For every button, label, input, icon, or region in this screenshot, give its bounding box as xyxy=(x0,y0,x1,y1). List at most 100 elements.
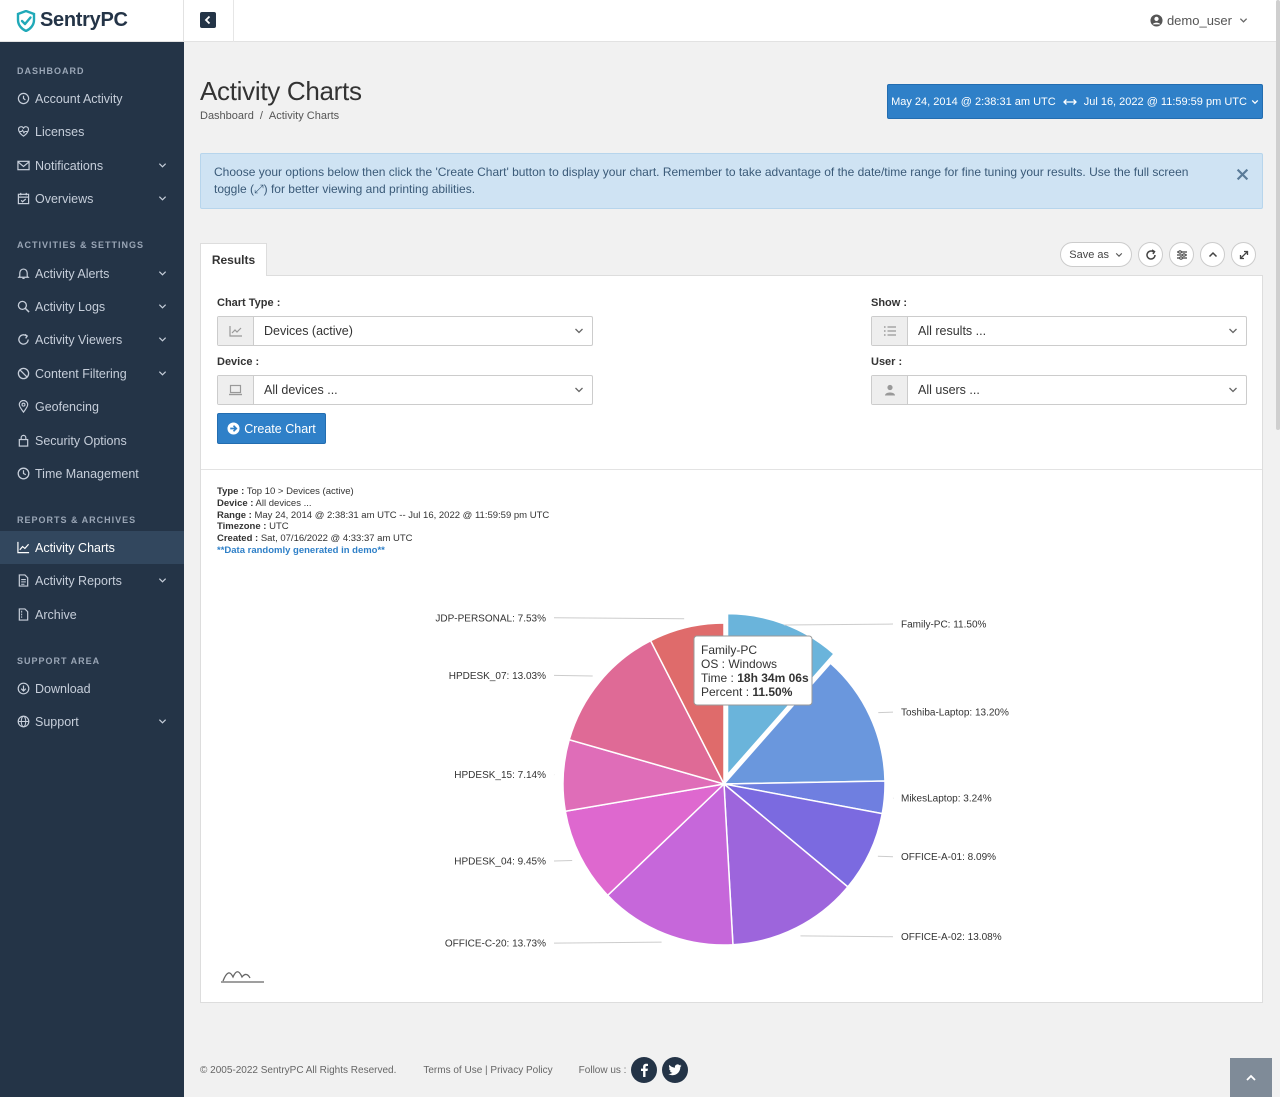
tooltip-percent-label: Percent : xyxy=(701,685,752,699)
sidebar-item-archive[interactable]: Archive xyxy=(0,598,184,631)
user-select[interactable]: All users ... xyxy=(871,375,1247,405)
sidebar-item-label: Activity Viewers xyxy=(35,332,123,347)
pie-slice-hpdesk-07[interactable] xyxy=(568,639,726,786)
sidebar-item-download[interactable]: Download xyxy=(0,672,184,705)
chevron-down-icon xyxy=(158,304,167,309)
sidebar: SentryPC DASHBOARD Account Activity Licens… xyxy=(0,0,184,1097)
refresh-icon xyxy=(18,333,29,345)
meta-timezone-label: Timezone : xyxy=(217,521,267,533)
sidebar-item-activity-viewers[interactable]: Activity Viewers xyxy=(0,323,184,356)
calendar-check-icon xyxy=(17,192,30,205)
fullscreen-button[interactable] xyxy=(1231,242,1256,267)
twitter-button[interactable] xyxy=(662,1057,689,1083)
pie-label-connector xyxy=(784,623,894,626)
meta-range-value: May 24, 2014 @ 2:38:31 am UTC -- Jul 16,… xyxy=(251,509,550,521)
meta-device-label: Device : xyxy=(217,497,254,509)
chart-type-addon xyxy=(218,317,254,345)
sidebar-item-activity-logs[interactable]: Activity Logs xyxy=(0,290,184,323)
panel-divider xyxy=(201,469,1262,470)
sidebar-item-licenses[interactable]: Licenses xyxy=(0,115,184,148)
shield-check-icon xyxy=(16,9,36,32)
sidebar-item-label: Notifications xyxy=(35,158,104,173)
username: demo_user xyxy=(1166,13,1232,28)
chevron-down-icon xyxy=(158,163,167,168)
pie-label: MikesLaptop: 3.24% xyxy=(901,794,992,805)
laptop-icon xyxy=(229,384,242,396)
terms-link[interactable]: Terms of Use xyxy=(423,1064,483,1076)
sidebar-item-overviews[interactable]: Overviews xyxy=(0,182,184,215)
pie-slice-toshiba-laptop[interactable] xyxy=(722,662,886,785)
settings-button[interactable] xyxy=(1169,242,1194,267)
sidebar-item-activity-reports[interactable]: Activity Reports xyxy=(0,564,184,597)
tab-results[interactable]: Results xyxy=(200,243,267,276)
sidebar-item-label: Download xyxy=(35,681,91,696)
chevron-down-icon xyxy=(158,578,167,583)
pie-label: OFFICE-A-02: 13.08% xyxy=(901,932,1002,943)
tooltip-time: Time : 18h 34m 06s xyxy=(701,671,809,685)
privacy-link[interactable]: Privacy Policy xyxy=(490,1064,553,1076)
pie-slice-hpdesk-04[interactable] xyxy=(564,782,727,897)
tooltip-percent-value: 11.50% xyxy=(752,685,792,699)
pie-label: OFFICE-A-01: 8.09% xyxy=(901,852,996,863)
sidebar-item-activity-alerts[interactable]: Activity Alerts xyxy=(0,257,184,290)
twitter-icon xyxy=(668,1064,682,1076)
meta-created-value: Sat, 07/16/2022 @ 4:33:37 am UTC xyxy=(258,533,413,545)
pie-label-connector xyxy=(800,935,894,938)
sidebar-item-account-activity[interactable]: Account Activity xyxy=(0,82,184,115)
save-as-button[interactable]: Save as xyxy=(1060,242,1132,267)
date-range-start: May 24, 2014 @ 2:38:31 am UTC xyxy=(891,95,1056,108)
page-title: Activity Charts xyxy=(200,76,362,106)
breadcrumb: Dashboard / Activity Charts xyxy=(200,110,339,122)
breadcrumb-dashboard[interactable]: Dashboard xyxy=(200,110,254,122)
refresh-button[interactable] xyxy=(1138,242,1163,267)
arrow-circle-right-icon xyxy=(227,422,240,435)
pie-slice-office-c-20[interactable] xyxy=(606,782,734,946)
sidebar-item-time-management[interactable]: Time Management xyxy=(0,457,184,490)
sidebar-item-activity-charts[interactable]: Activity Charts xyxy=(0,531,184,564)
sidebar-item-notifications[interactable]: Notifications xyxy=(0,149,184,182)
tooltip-title: Family-PC xyxy=(701,643,757,657)
chevron-up-icon xyxy=(1208,251,1217,257)
pie-label-connector xyxy=(553,617,685,620)
close-icon[interactable] xyxy=(1236,168,1249,181)
sidebar-item-support[interactable]: Support xyxy=(0,705,184,738)
brand[interactable]: SentryPC xyxy=(0,0,184,42)
chevron-down-icon xyxy=(158,271,167,276)
pie-label: HPDESK_07: 13.03% xyxy=(449,671,546,682)
scroll-to-top-button[interactable] xyxy=(1230,1058,1272,1097)
pie-labels: Family-PC: 11.50% Toshiba-Laptop: 13.20% M… xyxy=(435,613,1009,949)
topbar: demo_user xyxy=(184,0,1280,42)
meta-type-label: Type : xyxy=(217,486,245,497)
sidebar-item-security-options[interactable]: Security Options xyxy=(0,424,184,457)
collapse-button[interactable] xyxy=(1200,242,1225,267)
pie-slice-office-a-02[interactable] xyxy=(723,782,849,946)
results-panel: Chart Type : Devices (active) Device : A… xyxy=(200,275,1263,1003)
page-scrollbar[interactable] xyxy=(1276,0,1280,430)
clock-icon xyxy=(17,467,30,480)
pie-label-connector xyxy=(553,674,593,677)
tooltip-percent: Percent : 11.50% xyxy=(701,685,793,699)
sidebar-item-label: Licenses xyxy=(35,124,85,139)
device-addon xyxy=(218,376,254,404)
sidebar-item-label: Archive xyxy=(35,607,77,622)
create-chart-button[interactable]: Create Chart xyxy=(217,413,326,444)
sidebar-item-label: Content Filtering xyxy=(35,366,127,381)
chart-type-select[interactable]: Devices (active) xyxy=(217,316,593,346)
device-select[interactable]: All devices ... xyxy=(217,375,593,405)
date-range-button[interactable]: May 24, 2014 @ 2:38:31 am UTC Jul 16, 20… xyxy=(887,84,1263,119)
breadcrumb-current: Activity Charts xyxy=(268,110,340,122)
tooltip-time-value: 18h 34m 06s xyxy=(737,671,809,685)
follow-us-label: Follow us : xyxy=(578,1064,627,1076)
facebook-button[interactable] xyxy=(631,1057,658,1083)
search-icon xyxy=(17,300,30,313)
user-menu[interactable]: demo_user xyxy=(1150,13,1252,28)
bell-icon xyxy=(17,268,30,280)
sidebar-item-label: Activity Charts xyxy=(35,540,115,555)
show-select[interactable]: All results ... xyxy=(871,316,1247,346)
sidebar-item-geofencing[interactable]: Geofencing xyxy=(0,390,184,423)
footer-links: Terms of Use | Privacy Policy xyxy=(423,1065,552,1076)
sidebar-item-content-filtering[interactable]: Content Filtering xyxy=(0,357,184,390)
archive-file-icon xyxy=(18,608,29,621)
user-icon xyxy=(884,384,895,396)
sidebar-toggle-button[interactable] xyxy=(200,12,216,28)
